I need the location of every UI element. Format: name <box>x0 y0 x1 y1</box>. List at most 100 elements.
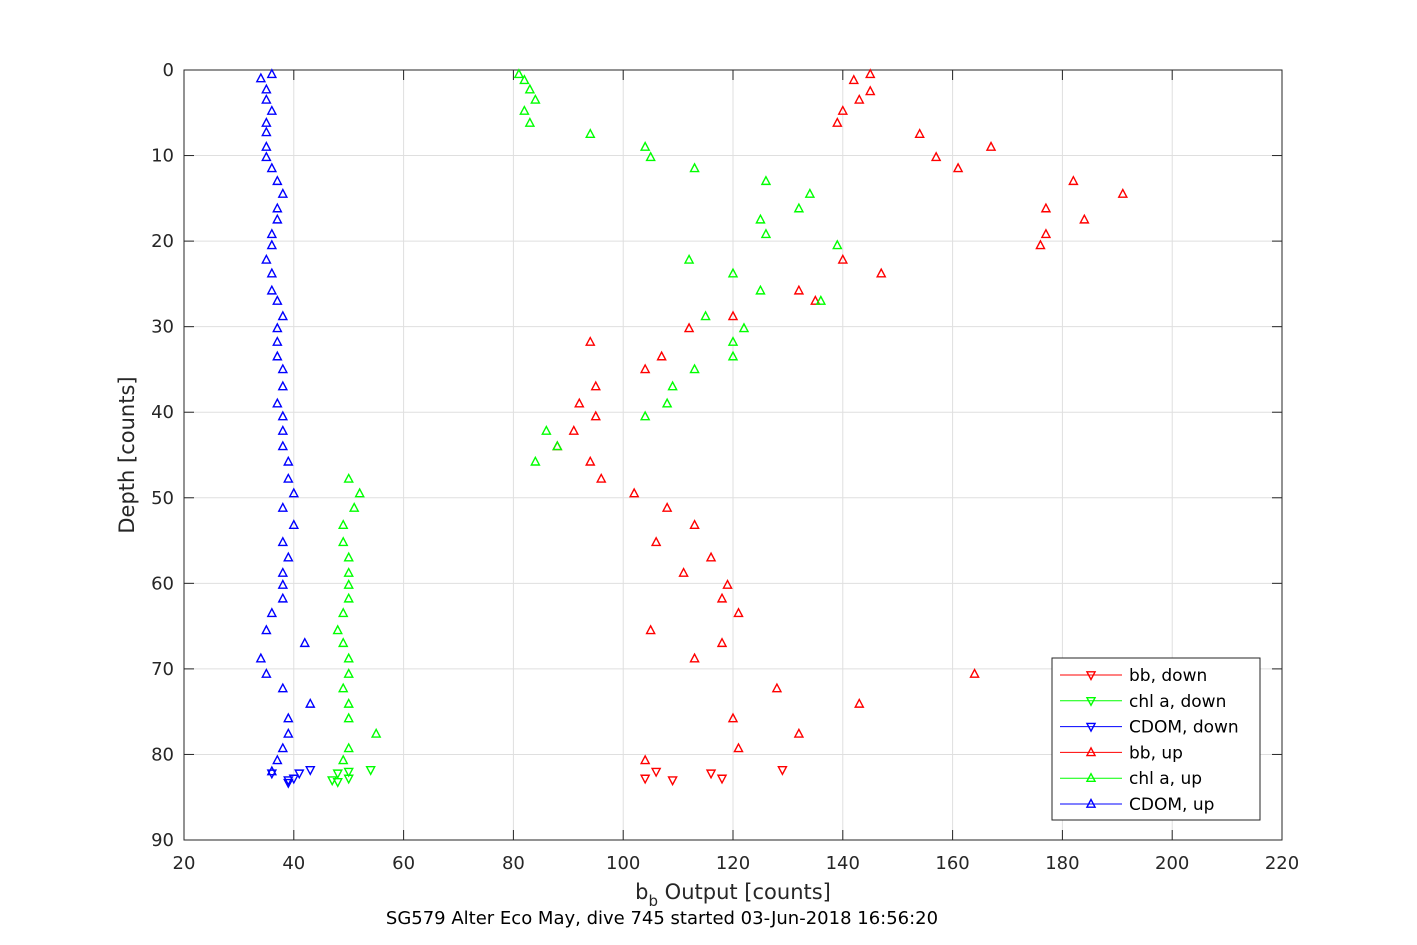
data-point <box>678 567 689 577</box>
data-point <box>343 579 354 589</box>
data-point <box>530 455 541 466</box>
legend-marker <box>1085 722 1097 733</box>
data-point <box>343 742 354 753</box>
legend-item: chl a, down <box>1060 692 1226 712</box>
data-point <box>343 472 354 483</box>
x-tick-label: 100 <box>606 853 640 874</box>
data-point <box>343 551 354 562</box>
data-point <box>272 175 283 186</box>
data-point <box>667 380 678 391</box>
legend-label: bb, down <box>1129 666 1207 686</box>
data-point <box>656 350 667 361</box>
x-tick-label: 180 <box>1045 853 1079 874</box>
data-point <box>343 774 354 785</box>
data-point <box>1040 202 1052 213</box>
data-point <box>266 162 278 173</box>
data-point <box>524 83 536 94</box>
data-point <box>343 567 354 577</box>
data-point <box>283 551 294 562</box>
data-point <box>261 151 272 162</box>
data-point <box>733 742 744 753</box>
data-point <box>837 253 849 264</box>
y-tick-label: 90 <box>151 830 174 851</box>
data-point <box>305 697 316 708</box>
data-point <box>727 267 739 278</box>
data-point <box>914 128 925 139</box>
data-point <box>266 68 278 79</box>
data-point <box>272 202 283 213</box>
data-point <box>755 284 766 295</box>
data-point <box>277 425 289 435</box>
data-point <box>661 397 673 408</box>
data-point <box>574 397 585 408</box>
data-point <box>283 712 294 723</box>
data-point <box>771 682 783 693</box>
data-point <box>365 765 376 776</box>
data-point <box>689 519 700 530</box>
data-point <box>639 410 651 421</box>
y-axis-label: Depth [counts] <box>115 376 139 533</box>
data-point <box>332 769 343 780</box>
legend-label: chl a, up <box>1129 769 1202 789</box>
legend-label: bb, up <box>1129 743 1183 763</box>
data-point <box>722 579 733 589</box>
y-tick-label: 60 <box>151 573 174 594</box>
x-axis-label-rest: Output [counts] <box>658 880 831 904</box>
data-point <box>628 487 640 498</box>
data-point <box>343 697 354 708</box>
data-point <box>650 767 662 778</box>
data-point <box>716 774 728 785</box>
x-tick-label: 220 <box>1265 853 1299 874</box>
data-point <box>639 774 651 785</box>
data-point <box>255 72 267 83</box>
data-point <box>832 117 843 127</box>
data-point <box>283 455 294 466</box>
data-point <box>733 607 744 618</box>
data-point <box>277 592 289 603</box>
data-point <box>793 202 805 213</box>
data-point <box>639 754 651 765</box>
data-point <box>804 188 816 198</box>
data-point <box>513 68 525 79</box>
data-point <box>283 776 294 787</box>
data-point <box>343 592 354 603</box>
data-point <box>645 624 656 635</box>
data-point <box>760 175 772 186</box>
data-point <box>876 267 887 278</box>
legend-label: chl a, down <box>1129 692 1226 712</box>
data-point <box>272 397 283 408</box>
data-point <box>370 727 382 738</box>
data-point <box>332 777 343 788</box>
data-point <box>848 74 859 85</box>
data-point <box>985 141 997 151</box>
data-point <box>272 295 283 305</box>
data-point <box>727 350 739 361</box>
legend-item: chl a, up <box>1060 769 1202 789</box>
data-point <box>596 472 607 483</box>
legend-marker <box>1085 798 1097 808</box>
data-point <box>865 68 876 79</box>
data-point <box>294 769 305 780</box>
data-point <box>277 380 289 391</box>
data-point <box>930 151 942 162</box>
data-point <box>277 410 289 421</box>
data-point <box>266 284 278 295</box>
data-point <box>337 536 349 547</box>
data-point <box>348 502 360 512</box>
data-point <box>261 93 272 104</box>
x-axis: 20 40 60 80 100 120 140 160 180 200 220 <box>173 70 1299 874</box>
data-point <box>343 767 354 778</box>
data-point <box>283 778 294 789</box>
data-point <box>288 487 300 498</box>
series-bb-down <box>639 765 788 787</box>
data-point <box>261 117 272 127</box>
data-point <box>793 727 805 738</box>
data-point <box>272 336 283 346</box>
data-point <box>283 472 294 483</box>
data-point <box>299 637 310 648</box>
data-point <box>337 754 349 765</box>
y-tick-label: 40 <box>151 402 174 423</box>
data-point <box>266 765 278 776</box>
data-point <box>266 228 278 239</box>
data-point <box>832 239 843 250</box>
